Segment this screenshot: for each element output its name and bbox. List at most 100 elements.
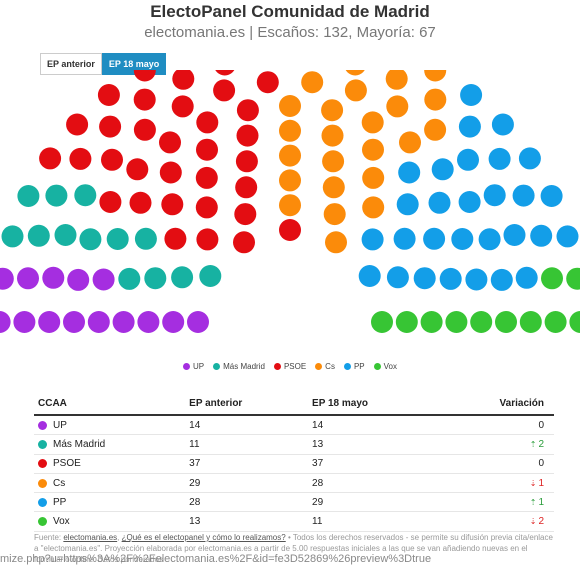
footer-link-que-es[interactable]: ¿Qué es el electopanel y cómo lo realiza… <box>121 533 286 542</box>
seat-psoe <box>236 99 259 122</box>
party-dot-icon <box>38 439 47 449</box>
header-ep-anterior: EP anterior <box>185 393 309 416</box>
legend-item-cs[interactable]: Cs <box>315 362 335 371</box>
seat-pp <box>431 158 454 181</box>
header-ep-18-mayo: EP 18 mayo <box>308 393 437 416</box>
seat-más-madrid <box>1 225 24 248</box>
variation-value: 1 <box>538 477 544 489</box>
seat-más-madrid <box>45 184 68 207</box>
seat-cs <box>345 70 365 76</box>
previous-seats: 28 <box>185 492 309 513</box>
table-row: Vox 13 11 ⇣ 2 <box>34 511 554 532</box>
seat-pp <box>396 193 419 216</box>
legend-dot-icon <box>343 363 351 370</box>
party-name: Vox <box>53 516 70 528</box>
seat-up <box>0 267 14 290</box>
party-dot-icon <box>38 478 47 488</box>
variation-value: 0 <box>538 458 544 470</box>
seat-up <box>92 268 115 291</box>
legend-item-más-madrid[interactable]: Más Madrid <box>213 362 265 371</box>
legend-item-psoe[interactable]: PSOE <box>273 362 307 371</box>
table-row: UP 14 14 0 <box>34 415 554 436</box>
seat-pp <box>460 84 483 106</box>
seat-up <box>38 311 61 333</box>
seat-cs <box>279 194 301 217</box>
seat-pp <box>488 147 511 170</box>
seat-pp <box>556 225 579 248</box>
seat-up <box>13 311 36 333</box>
seat-cs <box>279 119 301 142</box>
previous-seats: 29 <box>185 473 309 494</box>
party-cell: Más Madrid <box>34 434 186 455</box>
legend-item-pp[interactable]: PP <box>343 362 365 371</box>
seat-cs <box>424 88 447 111</box>
variation-cell: ⇣ 1 <box>436 473 554 494</box>
current-seats: 11 <box>308 511 437 532</box>
variation-value: 0 <box>538 419 544 431</box>
party-dot-icon <box>38 420 47 430</box>
seat-más-madrid <box>171 266 194 289</box>
legend-label: Vox <box>383 362 397 371</box>
footer-note: Fuente: electomania.es, ¿Qué es el elect… <box>34 532 554 565</box>
seat-cs <box>322 176 345 199</box>
seat-más-madrid <box>199 265 222 287</box>
party-cell: Cs <box>34 473 186 494</box>
previous-seats: 13 <box>185 511 309 532</box>
seat-pp <box>451 228 474 250</box>
table-row: PSOE 37 37 0 <box>34 454 554 474</box>
seat-cs <box>424 70 447 82</box>
seat-psoe <box>161 193 184 216</box>
seat-cs <box>424 118 447 141</box>
seat-psoe <box>234 203 257 226</box>
footer-prefix: Fuente: <box>34 533 64 542</box>
seat-pp <box>503 224 526 246</box>
seat-up <box>162 311 185 333</box>
seat-más-madrid <box>106 228 129 250</box>
seat-pp <box>458 115 481 138</box>
seat-up <box>17 267 39 290</box>
seat-cs <box>325 231 347 254</box>
seat-cs <box>301 71 324 94</box>
seat-más-madrid <box>27 224 50 247</box>
party-dot-icon <box>38 459 47 469</box>
seat-pp <box>361 228 384 251</box>
seat-pp <box>540 185 563 207</box>
seat-psoe <box>256 71 279 94</box>
header-variacion: Variación <box>436 393 554 416</box>
footer-link-electomania[interactable]: electomania.es <box>63 533 118 542</box>
seat-pp <box>515 266 538 289</box>
seat-más-madrid <box>74 184 97 207</box>
legend-label: PSOE <box>283 362 307 371</box>
seat-psoe <box>235 176 258 199</box>
chart-subtitle: electomania.es | Escaños: 132, Mayoría: … <box>144 24 436 41</box>
seat-up <box>187 311 209 333</box>
arrow-down-icon: ⇣ <box>529 478 537 488</box>
legend-dot-icon <box>373 363 381 370</box>
seat-cs <box>279 144 301 167</box>
seat-psoe <box>164 227 187 250</box>
seat-más-madrid <box>144 267 167 290</box>
seat-pp <box>457 148 479 171</box>
seat-vox <box>420 311 443 333</box>
seat-up <box>112 311 135 333</box>
seat-psoe <box>195 196 218 219</box>
seat-psoe <box>213 79 236 102</box>
legend-item-up[interactable]: UP <box>183 362 204 371</box>
seat-cs <box>279 169 301 192</box>
party-cell: UP <box>34 415 186 436</box>
tab-ep-anterior[interactable]: EP anterior <box>40 53 102 75</box>
hemicycle-chart <box>0 70 580 333</box>
seat-pp <box>398 161 421 184</box>
seat-cs <box>323 203 346 226</box>
seat-vox <box>519 311 542 333</box>
legend-label: PP <box>353 362 365 371</box>
arrow-up-icon: ⇡ <box>529 497 537 507</box>
current-seats: 29 <box>308 492 437 513</box>
footer-text: • Todos los derechos reservados - se per… <box>34 533 553 564</box>
seat-psoe <box>133 118 156 141</box>
party-name: Más Madrid <box>53 438 106 450</box>
legend-item-vox[interactable]: Vox <box>373 362 397 371</box>
seat-pp <box>423 227 446 250</box>
party-dot-icon <box>38 497 47 507</box>
seat-vox <box>371 311 393 333</box>
